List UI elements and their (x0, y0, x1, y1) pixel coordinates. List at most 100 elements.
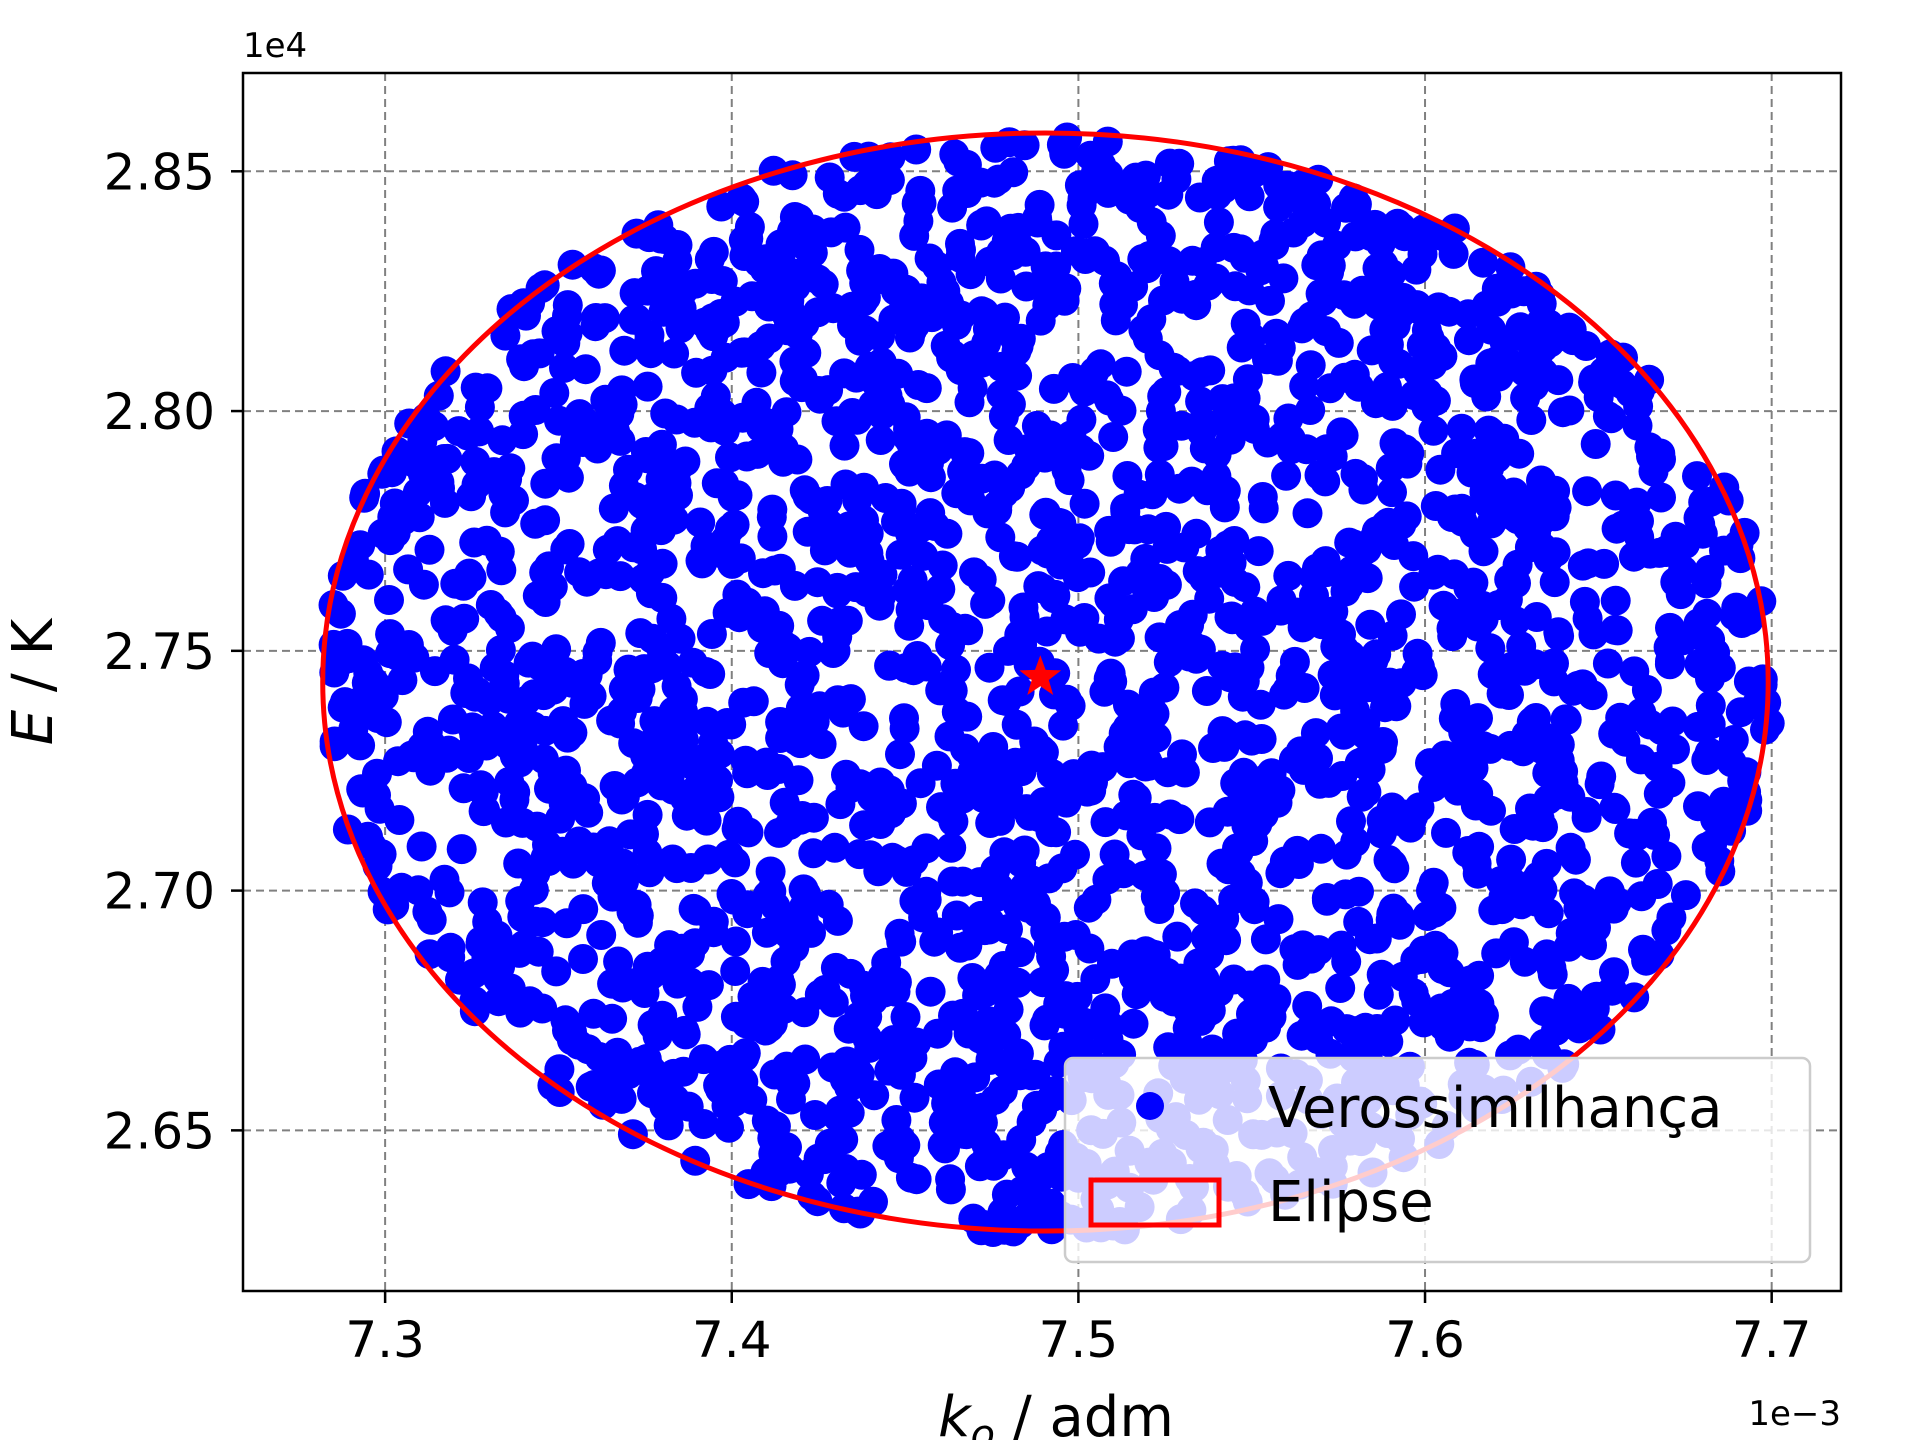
data-point (852, 1001, 883, 1032)
data-point (1180, 888, 1210, 919)
data-point (1581, 369, 1612, 400)
data-point (1111, 356, 1142, 387)
data-point (419, 411, 449, 442)
data-point (1695, 690, 1726, 721)
data-point (464, 416, 495, 447)
data-point (807, 605, 838, 636)
data-point (1670, 880, 1701, 911)
data-point (1233, 822, 1264, 853)
y-tick-label-3: 2.80 (104, 383, 215, 441)
data-point (1446, 413, 1477, 444)
data-point (775, 1067, 806, 1098)
data-point (1298, 561, 1329, 592)
data-point (1481, 938, 1512, 969)
data-point (865, 321, 896, 352)
data-point (1499, 814, 1530, 844)
data-point (1249, 251, 1279, 282)
data-point (1180, 279, 1211, 310)
data-point (1386, 212, 1417, 243)
data-point (704, 738, 735, 769)
data-point (1098, 268, 1129, 299)
data-point (1263, 904, 1294, 935)
data-point (1066, 190, 1097, 221)
data-point (862, 807, 893, 838)
data-point (865, 425, 896, 455)
data-point (1154, 148, 1185, 179)
data-point (1154, 246, 1185, 277)
data-point (1273, 560, 1304, 591)
data-point (1643, 778, 1674, 809)
data-point (859, 1080, 890, 1111)
data-point (1162, 921, 1193, 952)
data-point (625, 618, 656, 649)
data-point (1646, 482, 1676, 513)
data-point (416, 904, 447, 935)
data-point (1361, 923, 1392, 954)
data-point (1341, 189, 1372, 220)
data-point (1117, 939, 1148, 970)
data-point (1665, 579, 1696, 610)
data-point (745, 412, 776, 443)
plot-data (318, 122, 1785, 1247)
data-point (1412, 378, 1443, 409)
data-point (993, 914, 1023, 945)
data-point (897, 565, 928, 596)
data-point (1620, 847, 1651, 878)
data-point (791, 879, 822, 910)
data-point (1098, 422, 1129, 452)
data-point (483, 598, 514, 629)
data-point (1459, 364, 1490, 395)
data-point (1069, 488, 1100, 519)
data-point (765, 707, 796, 737)
data-point (414, 534, 445, 565)
data-point (801, 514, 832, 545)
data-point (1618, 541, 1649, 572)
data-point (832, 605, 863, 636)
y-axis-label: E / K (1, 617, 66, 745)
data-point (1402, 638, 1433, 669)
data-point (1225, 234, 1256, 265)
data-point (952, 178, 983, 208)
data-point (449, 603, 480, 634)
data-point (583, 847, 614, 878)
data-point (819, 832, 850, 863)
y-axis-label-unit: / K (1, 617, 66, 709)
data-point (1378, 893, 1409, 924)
data-point (1191, 676, 1222, 706)
data-point (1265, 595, 1296, 626)
data-point (1176, 466, 1207, 497)
data-point (1030, 915, 1061, 946)
data-point (995, 472, 1026, 503)
data-point (690, 531, 721, 561)
x-axis-label: ko / adm (938, 1385, 1174, 1440)
data-point (866, 962, 897, 993)
data-point (1060, 920, 1091, 950)
data-point (1368, 727, 1398, 757)
data-point (353, 679, 384, 710)
data-point (885, 739, 915, 770)
data-point (1691, 832, 1722, 863)
data-point (627, 489, 658, 520)
data-point (957, 372, 988, 403)
data-point (1543, 742, 1574, 773)
data-point (668, 1056, 699, 1087)
data-point (880, 844, 911, 875)
data-point (1120, 162, 1151, 193)
data-point (1518, 867, 1549, 898)
data-point (852, 169, 883, 200)
data-point (406, 831, 437, 862)
data-point (1132, 746, 1163, 776)
data-point (1409, 214, 1440, 245)
data-point (1278, 217, 1309, 248)
data-point (578, 998, 609, 1029)
data-point (1032, 616, 1062, 647)
data-point (1013, 892, 1044, 923)
data-point (1145, 396, 1176, 427)
data-point (723, 806, 754, 837)
data-point (1151, 511, 1182, 542)
data-point (1205, 477, 1236, 508)
data-point (936, 832, 967, 863)
data-point (578, 253, 609, 284)
legend-marker-verossimilhanca (1136, 1092, 1164, 1120)
data-point (1560, 844, 1591, 875)
